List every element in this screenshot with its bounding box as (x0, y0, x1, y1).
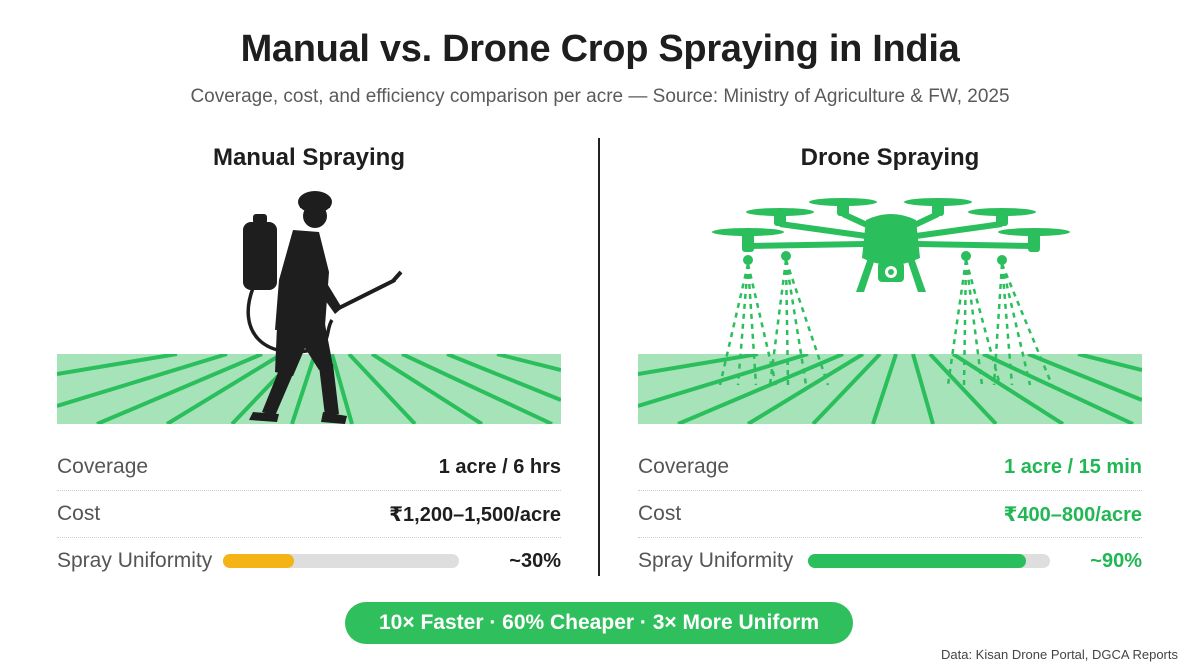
manual-coverage-value: 1 acre / 6 hrs (438, 455, 561, 478)
manual-uniformity-bar-fill (223, 554, 295, 568)
drone-uniformity-value: ~90% (1090, 549, 1142, 572)
center-divider (598, 138, 600, 576)
summary-badge: 10× Faster · 60% Cheaper · 3× More Unifo… (345, 602, 853, 644)
manual-cost-row: Cost ₹1,200–1,500/acre (57, 491, 561, 537)
drone-cost-label: Cost (638, 502, 682, 525)
drone-coverage-label: Coverage (638, 455, 730, 478)
drone-cost-row: Cost ₹400–800/acre (638, 491, 1142, 537)
manual-uniformity-bar (223, 554, 460, 568)
drone-cost-value: ₹400–800/acre (1003, 503, 1143, 526)
manual-uniformity-label: Spray Uniformity (57, 549, 213, 572)
manual-coverage-row: Coverage 1 acre / 6 hrs (57, 444, 561, 490)
drone-coverage-value: 1 acre / 15 min (1004, 455, 1142, 478)
manual-panel: Manual Spraying (57, 140, 561, 580)
farmer-with-backpack-sprayer-icon (243, 191, 403, 424)
page-title: Manual vs. Drone Crop Spraying in India (240, 28, 960, 70)
drone-uniformity-row: Spray Uniformity ~90% (638, 538, 1142, 584)
page-subtitle: Coverage, cost, and efficiency compariso… (190, 86, 1010, 107)
spraying-hexacopter-drone-icon (712, 198, 1070, 386)
manual-uniformity-value: ~30% (509, 549, 561, 572)
data-source-footnote: Data: Kisan Drone Portal, DGCA Reports (941, 647, 1178, 662)
row-separator (57, 490, 561, 491)
manual-coverage-label: Coverage (57, 455, 149, 478)
manual-cost-label: Cost (57, 502, 101, 525)
drone-panel: Drone Spraying (638, 140, 1142, 580)
row-separator (57, 537, 561, 538)
drone-field (638, 354, 1142, 424)
row-separator (638, 490, 1142, 491)
row-separator (638, 537, 1142, 538)
drone-heading: Drone Spraying (800, 144, 980, 171)
manual-uniformity-row: Spray Uniformity ~30% (57, 538, 561, 584)
manual-heading: Manual Spraying (212, 144, 406, 171)
manual-cost-value: ₹1,200–1,500/acre (389, 503, 561, 526)
manual-field (57, 354, 561, 424)
drone-coverage-row: Coverage 1 acre / 15 min (638, 444, 1142, 490)
drone-uniformity-bar-fill (808, 554, 1027, 568)
drone-uniformity-label: Spray Uniformity (638, 549, 794, 572)
drone-uniformity-bar (808, 554, 1051, 568)
